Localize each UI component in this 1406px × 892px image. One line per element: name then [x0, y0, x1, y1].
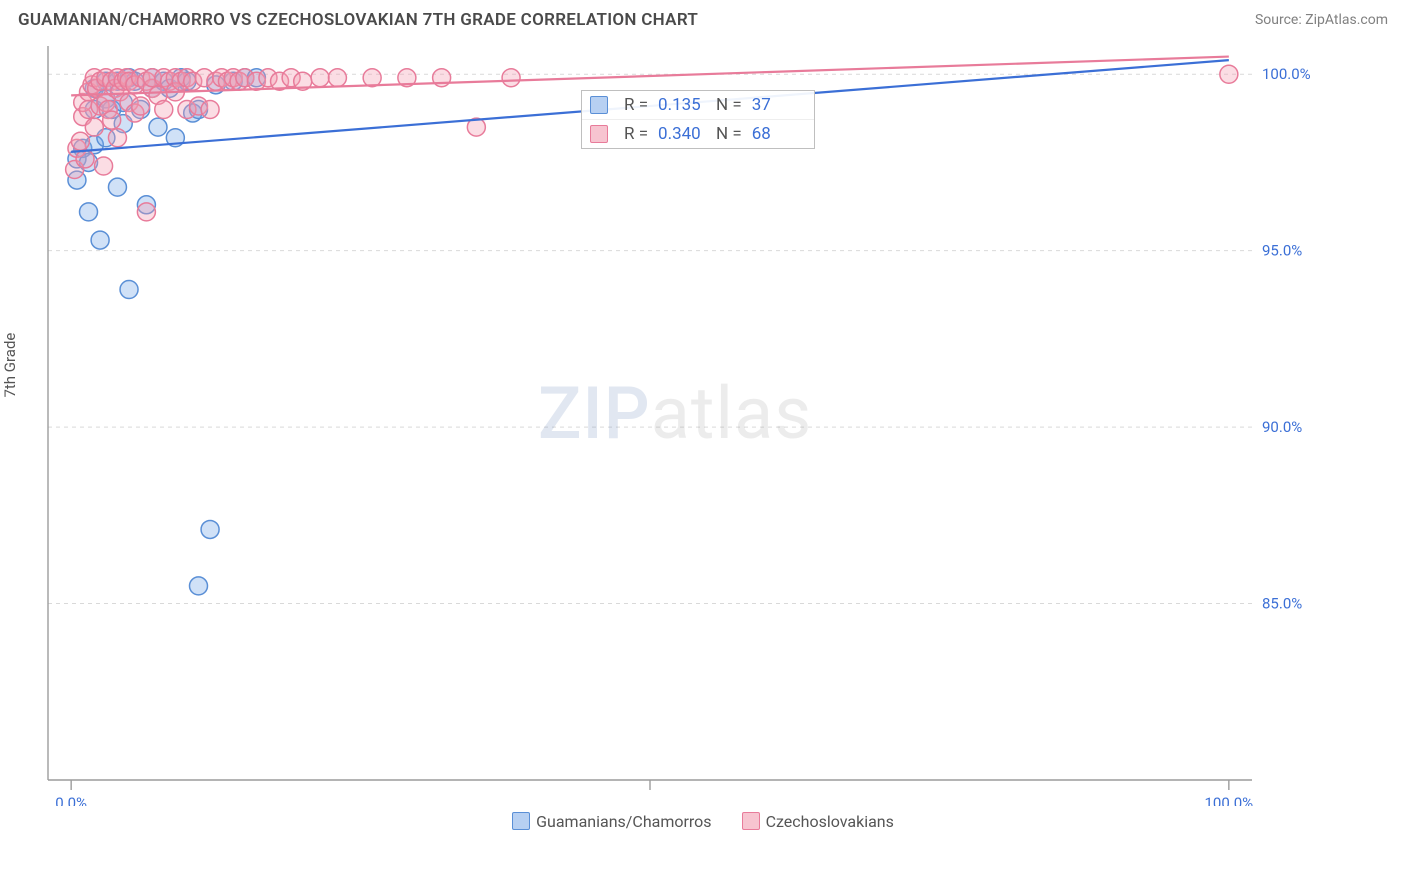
- data-point: [91, 231, 109, 249]
- data-point: [85, 118, 103, 136]
- data-point: [328, 69, 346, 87]
- stat-r-value: 0.135: [658, 95, 706, 115]
- stats-row: R = 0.135 N = 37: [582, 91, 814, 119]
- data-point: [190, 577, 208, 595]
- legend-bottom: Guamanians/Chamorros Czechoslovakians: [0, 806, 1406, 831]
- data-point: [311, 69, 329, 87]
- legend-label: Guamanians/Chamorros: [536, 812, 711, 831]
- stat-n-value: 37: [752, 95, 800, 115]
- data-point: [502, 69, 520, 87]
- data-point: [1220, 65, 1238, 83]
- ytick-label: 95.0%: [1262, 242, 1302, 260]
- legend-label: Czechoslovakians: [766, 812, 894, 831]
- legend-item: Guamanians/Chamorros: [512, 812, 711, 831]
- chart-area: 7th Grade 85.0%90.0%95.0%100.0%0.0%100.0…: [18, 36, 1388, 806]
- stats-legend-box: R = 0.135 N = 37 R = 0.340 N = 68: [581, 90, 815, 149]
- xtick-label: 0.0%: [55, 794, 87, 806]
- data-point: [120, 280, 138, 298]
- data-point: [108, 129, 126, 147]
- legend-swatch: [742, 812, 760, 830]
- legend-item: Czechoslovakians: [742, 812, 894, 831]
- data-point: [201, 520, 219, 538]
- stat-n-label: N =: [716, 124, 742, 144]
- data-point: [149, 118, 167, 136]
- stat-n-label: N =: [716, 95, 742, 115]
- source-text: Source: ZipAtlas.com: [1255, 12, 1388, 28]
- data-point: [137, 203, 155, 221]
- xtick-label: 100.0%: [1205, 794, 1254, 806]
- stat-n-value: 68: [752, 124, 800, 144]
- stat-r-label: R =: [624, 95, 648, 115]
- ytick-label: 90.0%: [1262, 418, 1302, 436]
- legend-swatch: [512, 812, 530, 830]
- data-point: [103, 111, 121, 129]
- data-point: [76, 150, 94, 168]
- data-point: [108, 178, 126, 196]
- chart-title: GUAMANIAN/CHAMORRO VS CZECHOSLOVAKIAN 7T…: [18, 10, 698, 30]
- stat-r-value: 0.340: [658, 124, 706, 144]
- ytick-label: 85.0%: [1262, 595, 1302, 613]
- data-point: [71, 132, 89, 150]
- stat-r-label: R =: [624, 124, 648, 144]
- data-point: [95, 157, 113, 175]
- data-point: [201, 101, 219, 119]
- data-point: [80, 203, 98, 221]
- stats-row: R = 0.340 N = 68: [582, 119, 814, 148]
- y-axis-label: 7th Grade: [1, 333, 19, 398]
- legend-swatch: [590, 96, 608, 114]
- data-point: [155, 101, 173, 119]
- scatter-chart-svg: 85.0% 90.0% 95.0% 100.0% 0.0% 100.0%: [18, 36, 1338, 806]
- ytick-label: 100.0%: [1262, 65, 1311, 83]
- legend-swatch: [590, 125, 608, 143]
- data-point: [132, 97, 150, 115]
